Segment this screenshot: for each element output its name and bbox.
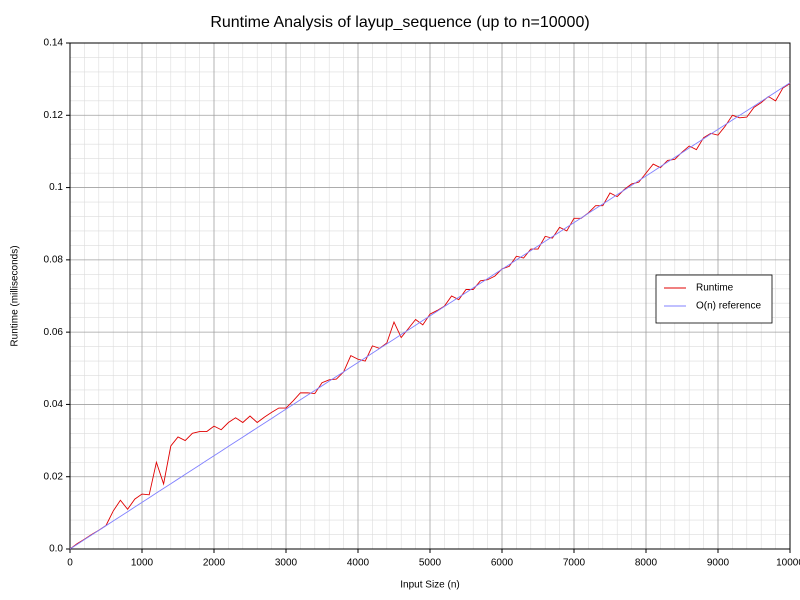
legend-box xyxy=(655,274,773,324)
y-tick-label: 0.04 xyxy=(44,399,64,410)
y-axis-label: Runtime (milliseconds) xyxy=(10,245,21,346)
x-tick-label: 7000 xyxy=(563,558,586,569)
x-tick-label: 2000 xyxy=(203,558,226,569)
chart-title: Runtime Analysis of layup_sequence (up t… xyxy=(210,14,589,31)
x-tick-label: 8000 xyxy=(635,558,658,569)
y-tick-label: 0.02 xyxy=(44,471,64,482)
y-tick-label: 0.1 xyxy=(49,182,63,193)
x-tick-label: 9000 xyxy=(707,558,730,569)
x-tick-label: 0 xyxy=(67,558,73,569)
x-tick-label: 1000 xyxy=(131,558,154,569)
x-tick-label: 5000 xyxy=(419,558,442,569)
x-tick-label: 3000 xyxy=(275,558,298,569)
y-tick-label: 0.0 xyxy=(49,544,63,555)
x-tick-label: 10000 xyxy=(776,558,800,569)
y-tick-label: 0.14 xyxy=(44,38,64,49)
x-axis-label: Input Size (n) xyxy=(400,580,459,591)
series-line xyxy=(69,82,791,550)
plot-frame xyxy=(69,42,791,550)
y-tick-label: 0.12 xyxy=(44,110,64,121)
y-tick-label: 0.06 xyxy=(44,327,64,338)
legend-label: O(n) reference xyxy=(696,301,761,312)
y-tick-label: 0.08 xyxy=(44,254,64,265)
x-tick-label: 6000 xyxy=(491,558,514,569)
legend-label: Runtime xyxy=(696,283,734,294)
x-tick-label: 4000 xyxy=(347,558,370,569)
